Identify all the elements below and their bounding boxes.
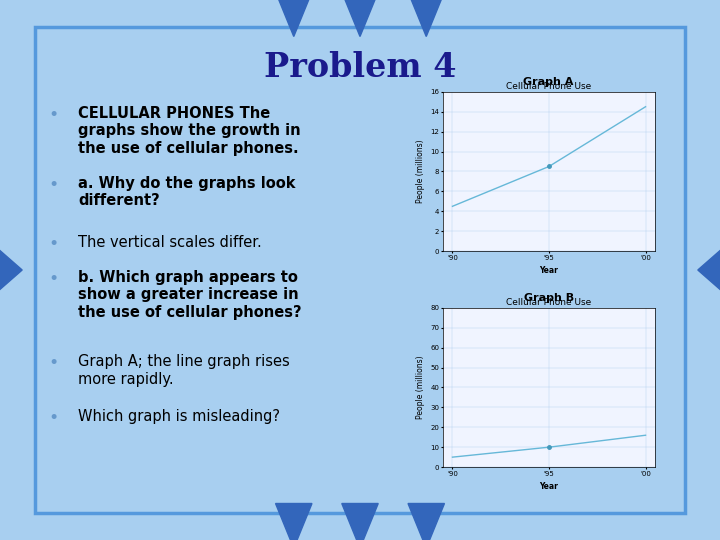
Title: Cellular Phone Use: Cellular Phone Use: [506, 298, 592, 307]
Text: Graph A: Graph A: [523, 77, 574, 87]
Polygon shape: [276, 0, 312, 37]
Text: b. Which graph appears to
show a greater increase in
the use of cellular phones?: b. Which graph appears to show a greater…: [78, 270, 302, 320]
Y-axis label: People (millions): People (millions): [415, 356, 425, 419]
Polygon shape: [408, 503, 444, 540]
Text: •: •: [49, 235, 59, 253]
Polygon shape: [342, 503, 378, 540]
Polygon shape: [0, 235, 22, 305]
Text: •: •: [49, 106, 59, 124]
Text: Graph B: Graph B: [523, 293, 574, 303]
X-axis label: Year: Year: [539, 482, 559, 491]
Text: a. Why do the graphs look
different?: a. Why do the graphs look different?: [78, 176, 296, 208]
Text: •: •: [49, 270, 59, 288]
Text: CELLULAR PHONES The
graphs show the growth in
the use of cellular phones.: CELLULAR PHONES The graphs show the grow…: [78, 106, 301, 156]
Polygon shape: [342, 0, 378, 37]
Text: •: •: [49, 354, 59, 373]
Text: The vertical scales differ.: The vertical scales differ.: [78, 235, 262, 250]
Text: Graph A; the line graph rises
more rapidly.: Graph A; the line graph rises more rapid…: [78, 354, 290, 387]
Text: Which graph is misleading?: Which graph is misleading?: [78, 409, 281, 424]
Polygon shape: [408, 0, 444, 37]
Text: •: •: [49, 409, 59, 427]
X-axis label: Year: Year: [539, 266, 559, 275]
Text: Problem 4: Problem 4: [264, 51, 456, 84]
Text: •: •: [49, 176, 59, 194]
Polygon shape: [276, 503, 312, 540]
Polygon shape: [698, 235, 720, 305]
Title: Cellular Phone Use: Cellular Phone Use: [506, 82, 592, 91]
Y-axis label: People (millions): People (millions): [415, 140, 425, 203]
